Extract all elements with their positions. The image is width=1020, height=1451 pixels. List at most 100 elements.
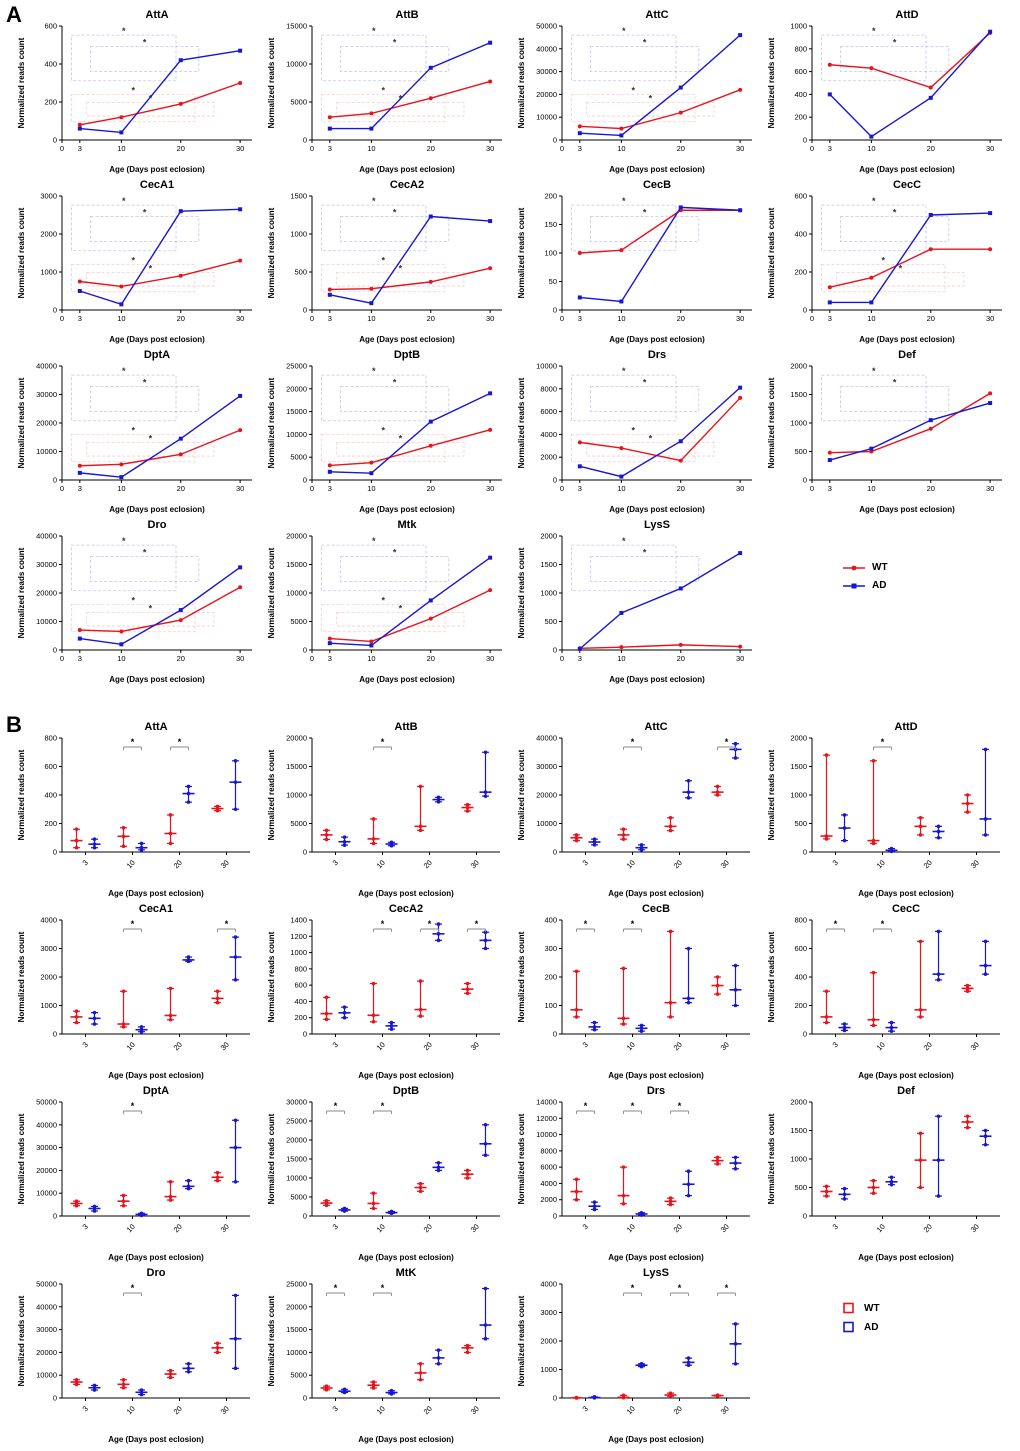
svg-text:14000: 14000 [536,1098,557,1107]
svg-text:0: 0 [803,136,807,145]
svg-text:*: * [881,919,885,929]
svg-text:Normalized reads count: Normalized reads count [267,207,276,298]
svg-text:10: 10 [117,484,125,493]
svg-text:3: 3 [578,484,582,493]
svg-text:Age (Days post eclosion): Age (Days post eclosion) [608,1435,704,1444]
svg-text:30000: 30000 [36,560,57,569]
svg-text:300: 300 [544,944,557,953]
svg-text:*: * [622,536,626,546]
svg-text:20000: 20000 [36,419,57,428]
svg-text:50: 50 [549,277,557,286]
svg-text:DptB: DptB [393,1085,419,1097]
svg-text:Age (Days post eclosion): Age (Days post eclosion) [608,889,704,898]
svg-text:100: 100 [544,249,557,258]
svg-text:Age (Days post eclosion): Age (Days post eclosion) [858,1071,954,1080]
svg-text:CecC: CecC [892,903,920,915]
svg-text:2000: 2000 [540,1195,557,1204]
wt-line-marker-icon [843,565,865,570]
svg-text:10000: 10000 [286,791,307,800]
svg-text:*: * [122,26,126,36]
svg-text:30: 30 [736,484,744,493]
svg-text:*: * [631,919,635,929]
svg-text:30: 30 [719,858,731,870]
svg-text:30: 30 [486,314,494,323]
svg-text:30: 30 [486,654,494,663]
svg-text:15000: 15000 [286,560,307,569]
panelA-plot-Def: 0 500 1000 1500 2000 0 3 10 20 30 Def Age (Days pos… [764,346,1014,516]
svg-text:0: 0 [803,1212,807,1221]
svg-text:20: 20 [677,314,685,323]
svg-text:*: * [631,737,635,747]
svg-text:10: 10 [875,858,887,870]
svg-text:3: 3 [81,1222,90,1231]
svg-text:2000: 2000 [790,1098,807,1107]
svg-text:20: 20 [177,314,185,323]
svg-text:*: * [622,26,626,36]
svg-text:20000: 20000 [36,589,57,598]
svg-text:Age (Days post eclosion): Age (Days post eclosion) [359,505,455,514]
svg-text:*: * [872,366,876,376]
svg-text:Age (Days post eclosion): Age (Days post eclosion) [858,889,954,898]
svg-text:800: 800 [294,964,307,973]
panelB-plot-AttD: 0 500 1000 1500 2000 3 10 20 30 AttD Age (Days pos… [764,718,1014,900]
svg-text:CecA2: CecA2 [390,179,424,191]
svg-text:0: 0 [803,848,807,857]
svg-text:*: * [143,548,147,558]
svg-text:15000: 15000 [286,1325,307,1334]
svg-text:30: 30 [219,1040,231,1052]
svg-text:30: 30 [736,144,744,153]
svg-text:30: 30 [236,654,244,663]
svg-text:*: * [649,433,653,443]
svg-text:0: 0 [53,646,57,655]
svg-text:Normalized reads count: Normalized reads count [767,207,776,298]
svg-text:5000: 5000 [290,1371,307,1380]
svg-text:*: * [643,378,647,388]
svg-text:3: 3 [81,1040,90,1049]
svg-text:10: 10 [367,654,375,663]
svg-text:1500: 1500 [790,1126,807,1135]
svg-text:20000: 20000 [536,90,557,99]
svg-text:20: 20 [672,1222,684,1234]
svg-text:AttC: AttC [645,9,668,21]
svg-text:3: 3 [581,1040,590,1049]
svg-text:10000: 10000 [36,617,57,626]
svg-text:Normalized reads count: Normalized reads count [17,547,26,638]
svg-text:200: 200 [44,98,57,107]
svg-text:20: 20 [677,484,685,493]
svg-text:30: 30 [219,1404,231,1416]
svg-text:Normalized reads count: Normalized reads count [517,931,526,1022]
svg-text:2000: 2000 [540,1337,557,1346]
svg-text:Normalized reads count: Normalized reads count [267,931,276,1022]
svg-text:Age (Days post eclosion): Age (Days post eclosion) [859,165,955,174]
svg-text:20: 20 [427,144,435,153]
svg-text:20000: 20000 [536,791,557,800]
svg-text:Normalized reads count: Normalized reads count [517,1113,526,1204]
svg-text:0: 0 [803,306,807,315]
svg-text:CecA2: CecA2 [389,903,423,915]
svg-text:0: 0 [803,476,807,485]
svg-text:0: 0 [53,1212,57,1221]
svg-text:25000: 25000 [286,1280,307,1289]
svg-text:0: 0 [303,136,307,145]
svg-text:0: 0 [60,314,64,323]
svg-text:4000: 4000 [540,430,557,439]
svg-text:Normalized reads count: Normalized reads count [767,749,776,840]
panelB-plot-Dro: 0 10000 20000 30000 40000 50000 3 10 20 30 Dro Age … [14,1264,264,1446]
svg-text:3: 3 [828,314,832,323]
svg-text:20: 20 [922,1040,934,1052]
svg-text:3: 3 [78,314,82,323]
svg-text:*: * [872,196,876,206]
svg-text:10: 10 [617,484,625,493]
svg-text:*: * [372,536,376,546]
svg-text:CecB: CecB [642,903,670,915]
svg-text:30: 30 [969,1040,981,1052]
svg-text:10000: 10000 [36,447,57,456]
svg-text:*: * [899,263,903,273]
svg-text:Normalized reads count: Normalized reads count [517,377,526,468]
svg-text:*: * [131,85,135,95]
svg-text:5000: 5000 [290,1193,307,1202]
svg-text:10: 10 [867,144,875,153]
svg-text:20: 20 [172,1404,184,1416]
svg-text:0: 0 [553,646,557,655]
svg-text:3: 3 [828,484,832,493]
